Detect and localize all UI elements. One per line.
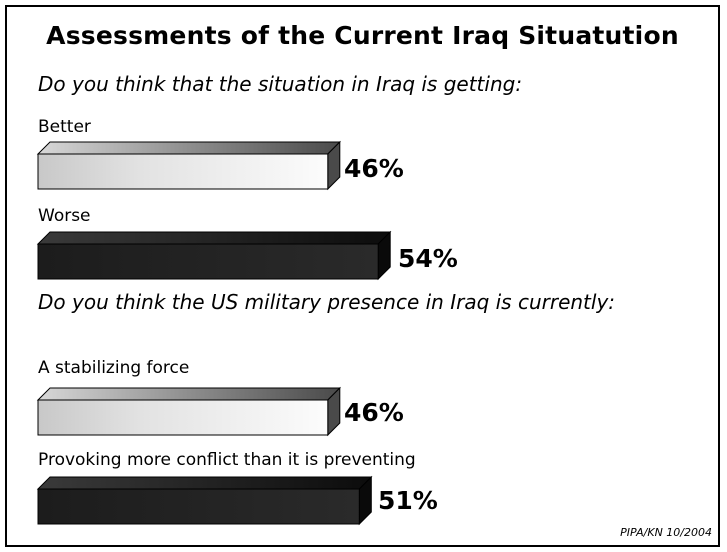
bars-layer xyxy=(36,140,392,526)
bar-worse-top xyxy=(36,231,392,245)
bar-better xyxy=(37,153,329,190)
source-note: PIPA/KN 10/2004 xyxy=(620,526,712,539)
category-label-worse: Worse xyxy=(38,206,91,226)
value-label-better: 46% xyxy=(344,154,404,183)
chart-title: Assessments of the Current Iraq Situatut… xyxy=(46,21,679,50)
value-label-worse: 54% xyxy=(398,244,458,273)
value-label-provoking-conflict: 51% xyxy=(378,486,438,515)
bar-stabilizing-force xyxy=(37,399,329,436)
bar-worse xyxy=(37,243,379,280)
bar-provoking-conflict xyxy=(37,488,360,525)
bar-stabilizing-force-top xyxy=(36,387,342,401)
value-label-stabilizing-force: 46% xyxy=(344,398,404,427)
question-2: Do you think the US military presence in… xyxy=(38,290,616,314)
chart-frame: Assessments of the Current Iraq Situatut… xyxy=(5,5,720,547)
bar-provoking-conflict-top xyxy=(36,476,373,490)
category-label-provoking-conflict: Provoking more conflict than it is preve… xyxy=(38,450,416,470)
category-label-better: Better xyxy=(38,117,91,137)
bar-better-top xyxy=(36,141,342,155)
category-label-stabilizing-force: A stabilizing force xyxy=(38,358,190,378)
question-1: Do you think that the situation in Iraq … xyxy=(38,72,523,96)
